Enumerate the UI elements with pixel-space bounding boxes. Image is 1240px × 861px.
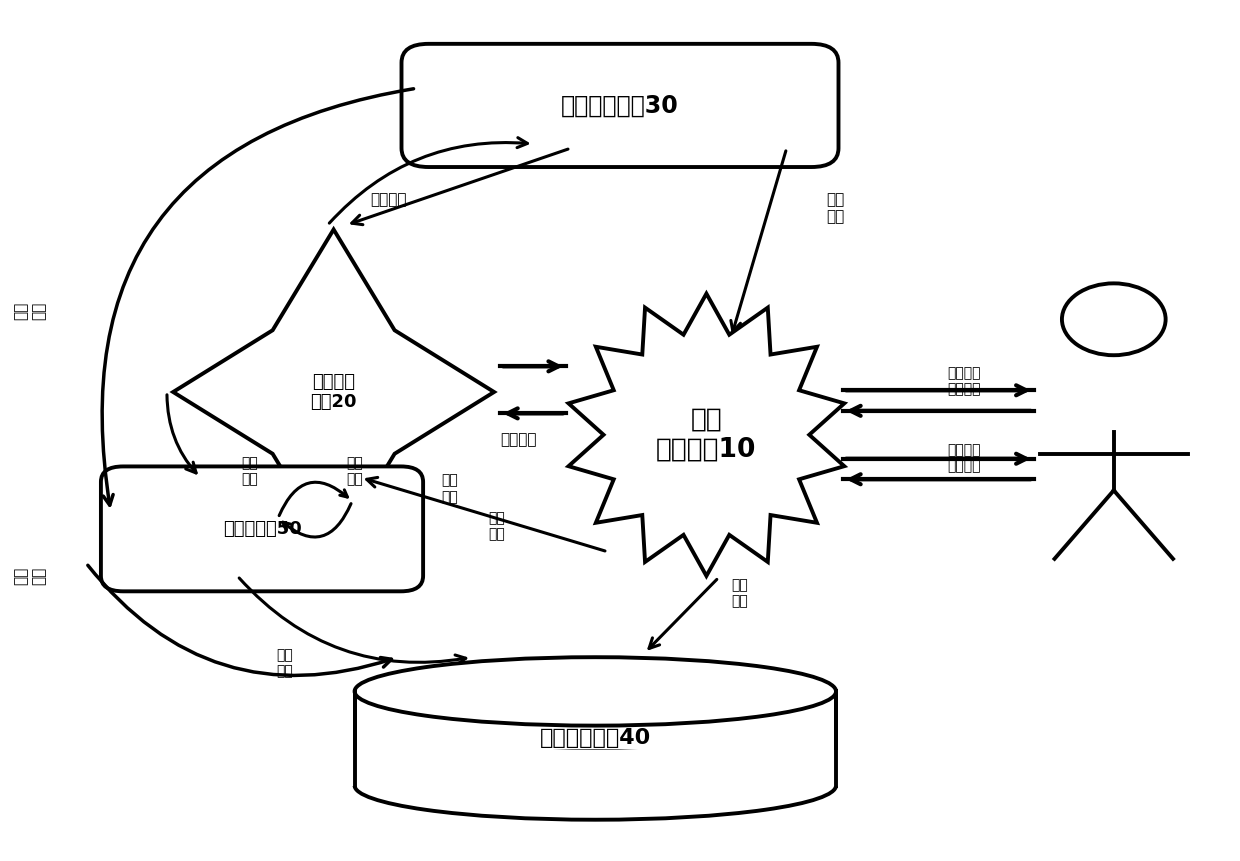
Text: 资源
调用: 资源 调用 — [275, 648, 293, 678]
Text: 信息
调用: 信息 调用 — [242, 456, 258, 486]
Circle shape — [1061, 283, 1166, 356]
Text: 任务
注册: 任务 注册 — [487, 511, 505, 542]
Text: 日志管理库50: 日志管理库50 — [223, 520, 301, 538]
Text: 数据交互: 数据交互 — [501, 432, 537, 447]
FancyBboxPatch shape — [100, 467, 423, 592]
Text: 资源
备份: 资源 备份 — [732, 578, 748, 608]
Text: 数据
记录: 数据 记录 — [346, 456, 363, 486]
Bar — [348, 750, 842, 785]
Ellipse shape — [355, 657, 836, 726]
Bar — [355, 691, 836, 785]
Text: 数据
同步引擎10: 数据 同步引擎10 — [656, 406, 756, 462]
Text: 数据交互
接口拓展: 数据交互 接口拓展 — [947, 443, 981, 473]
Text: 数据处理
模块20: 数据处理 模块20 — [310, 373, 357, 412]
Ellipse shape — [355, 752, 836, 820]
Text: 消息
记录: 消息 记录 — [14, 301, 46, 320]
Text: 消息调度模块30: 消息调度模块30 — [562, 94, 678, 117]
Polygon shape — [568, 294, 844, 576]
Text: 日志
记录: 日志 记录 — [441, 474, 458, 504]
Text: 数据备份仓储40: 数据备份仓储40 — [539, 728, 651, 748]
Text: 数据
备份: 数据 备份 — [14, 567, 46, 585]
Text: 系统管理
任务定制: 系统管理 任务定制 — [947, 366, 981, 396]
FancyBboxPatch shape — [402, 44, 838, 167]
Text: 任务调度: 任务调度 — [371, 192, 407, 207]
Polygon shape — [174, 230, 494, 554]
Text: 任务
调度: 任务 调度 — [826, 192, 844, 224]
